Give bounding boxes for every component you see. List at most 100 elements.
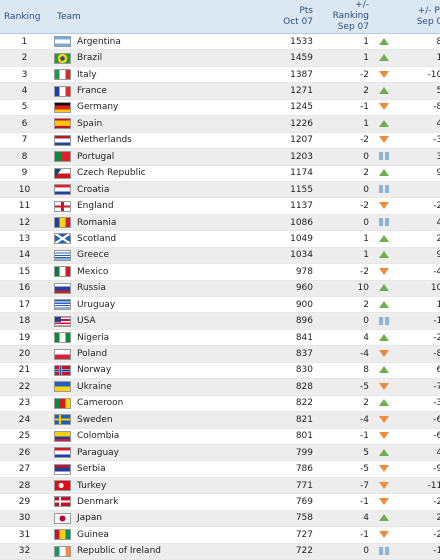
- ranking-change-cell: 0: [317, 181, 373, 199]
- team-cell: Croatia: [49, 181, 257, 199]
- team-name: Guinea: [77, 529, 109, 540]
- team-cell: Nigeria: [49, 329, 257, 347]
- trend-cell: [373, 165, 395, 182]
- points-cell: 786: [257, 460, 317, 478]
- points-change-cell: 82: [395, 33, 440, 51]
- team-cell: Romania: [49, 214, 257, 232]
- points-cell: 900: [257, 296, 317, 314]
- points-change-cell: 49: [395, 214, 440, 232]
- table-row: 7 Netherlands 1207-2 -39: [0, 132, 440, 150]
- points-change-cell: -48: [395, 263, 440, 281]
- team-cell: Argentina: [49, 33, 257, 51]
- trend-cell: [373, 543, 395, 560]
- team-cell: Guinea: [49, 526, 257, 544]
- team-name: USA: [77, 316, 96, 327]
- trend-cell: [373, 477, 395, 495]
- points-change-cell: -61: [395, 428, 440, 445]
- points-change-cell: 15: [395, 49, 440, 67]
- team-name: Germany: [77, 102, 119, 113]
- no-change-icon: [379, 185, 389, 194]
- flag-icon: [54, 118, 71, 130]
- points-cell: 771: [257, 477, 317, 495]
- ranking-change-cell: -2: [317, 132, 373, 150]
- team-name: Netherlands: [77, 135, 132, 146]
- points-change-cell: -112: [395, 477, 440, 495]
- ranking-change-cell: 2: [317, 296, 373, 314]
- trend-cell: [373, 526, 395, 544]
- rank-cell: 9: [0, 165, 49, 182]
- ranking-change-cell: 1: [317, 230, 373, 248]
- team-name: Republic of Ireland: [77, 546, 161, 557]
- trend-cell: [373, 33, 395, 51]
- flag-icon: [54, 299, 71, 311]
- team-name: Japan: [77, 513, 103, 524]
- table-row: 28 Turkey 771-7 -112: [0, 477, 440, 495]
- points-change-cell: -26: [395, 329, 440, 347]
- ranking-change-cell: -7: [317, 477, 373, 495]
- points-cell: 1271: [257, 82, 317, 100]
- team-cell: USA: [49, 312, 257, 330]
- team-cell: Turkey: [49, 477, 257, 495]
- flag-icon: [54, 69, 71, 81]
- points-change-cell: -67: [395, 411, 440, 429]
- arrow-up-icon: [379, 399, 389, 407]
- points-cell: 821: [257, 411, 317, 429]
- points-cell: 1226: [257, 115, 317, 133]
- arrow-up-icon: [379, 448, 389, 456]
- team-cell: France: [49, 82, 257, 100]
- points-cell: 727: [257, 526, 317, 544]
- team-cell: Netherlands: [49, 132, 257, 150]
- arrow-up-icon: [379, 234, 389, 242]
- arrow-up-icon: [379, 87, 389, 95]
- points-cell: 960: [257, 280, 317, 298]
- points-change-cell: 24: [395, 230, 440, 248]
- ranking-change-cell: 1: [317, 115, 373, 133]
- points-cell: 828: [257, 378, 317, 396]
- flag-icon: [54, 249, 71, 261]
- flag-icon: [54, 480, 71, 492]
- rank-cell: 18: [0, 312, 49, 330]
- team-name: Denmark: [77, 496, 119, 507]
- arrow-down-icon: [379, 103, 389, 111]
- ranking-change-cell: 2: [317, 165, 373, 182]
- points-cell: 1245: [257, 99, 317, 117]
- arrow-down-icon: [379, 432, 389, 440]
- points-cell: 801: [257, 428, 317, 445]
- rank-cell: 3: [0, 66, 49, 84]
- ranking-change-cell: 1: [317, 49, 373, 67]
- team-name: Croatia: [77, 184, 110, 195]
- rank-cell: 28: [0, 477, 49, 495]
- ranking-change-cell: 1: [317, 247, 373, 265]
- points-change-cell: 34: [395, 148, 440, 166]
- team-name: Uruguay: [77, 299, 116, 310]
- flag-icon: [54, 200, 71, 212]
- table-row: 27 Serbia 786-5 -91: [0, 460, 440, 478]
- team-cell: Cameroon: [49, 395, 257, 413]
- rank-cell: 17: [0, 296, 49, 314]
- arrow-up-icon: [379, 119, 389, 127]
- flag-icon: [54, 134, 71, 146]
- points-change-cell: -25: [395, 526, 440, 544]
- ranking-change-cell: 2: [317, 395, 373, 413]
- table-row: 20 Poland 837-4 -89: [0, 345, 440, 363]
- rank-cell: 24: [0, 411, 49, 429]
- team-cell: Russia: [49, 280, 257, 298]
- points-cell: 1387: [257, 66, 317, 84]
- rank-cell: 26: [0, 444, 49, 462]
- rank-cell: 6: [0, 115, 49, 133]
- arrow-down-icon: [379, 382, 389, 390]
- ranking-change-cell: 5: [317, 444, 373, 462]
- arrow-up-icon: [379, 37, 389, 45]
- flag-icon: [54, 381, 71, 393]
- arrow-up-icon: [379, 366, 389, 374]
- no-change-icon: [379, 152, 389, 161]
- rank-cell: 19: [0, 329, 49, 347]
- rank-cell: 27: [0, 460, 49, 478]
- arrow-up-icon: [379, 284, 389, 292]
- table-row: 15 Mexico 978-2 -48: [0, 263, 440, 281]
- team-name: Spain: [77, 118, 103, 129]
